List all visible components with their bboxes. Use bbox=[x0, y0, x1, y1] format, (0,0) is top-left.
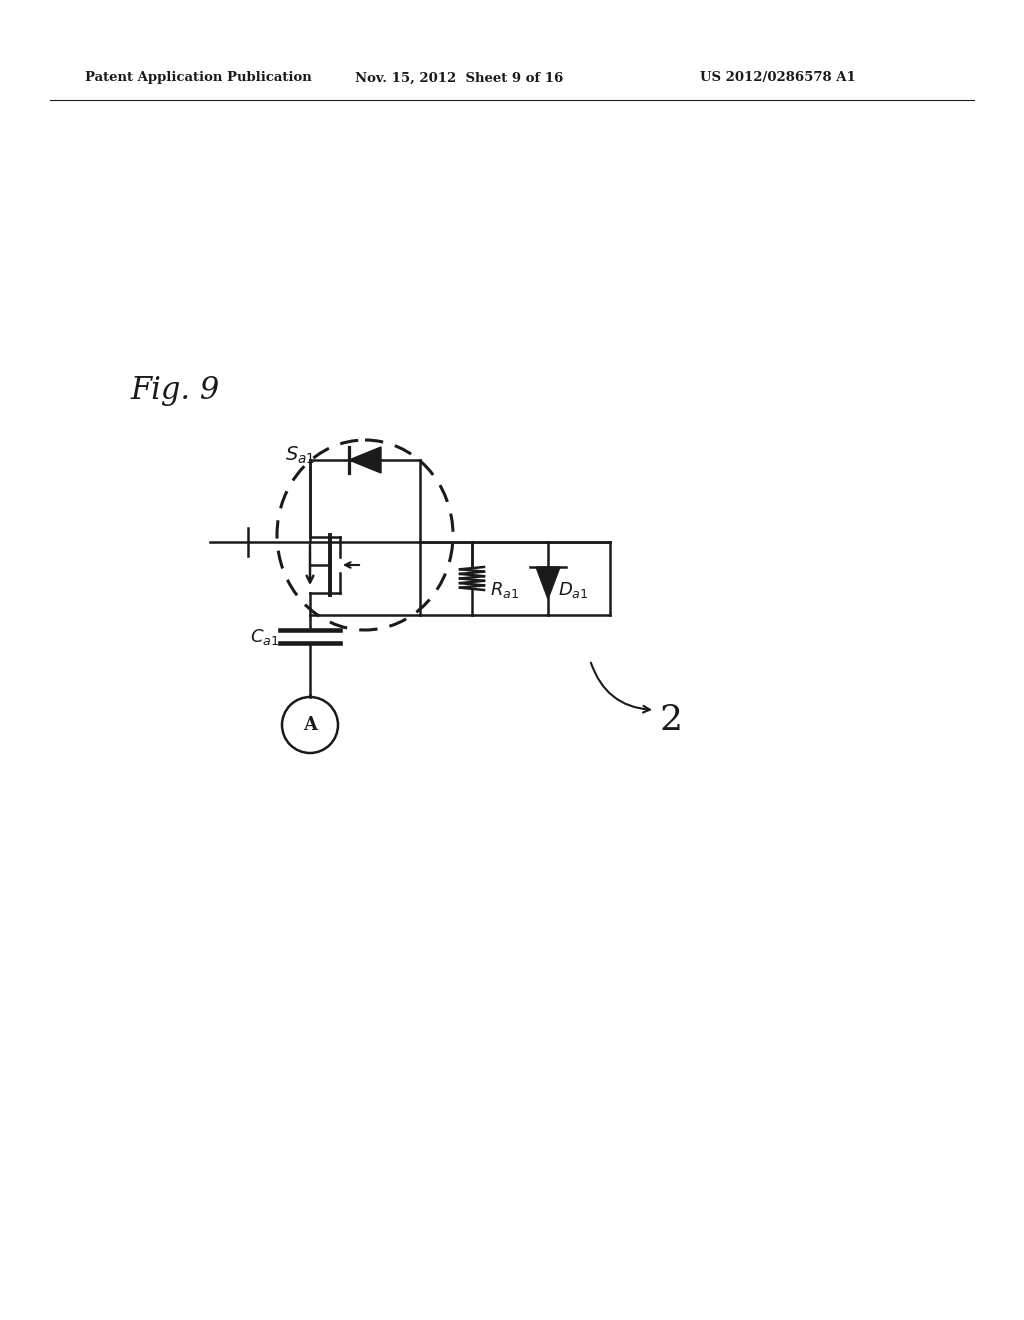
Text: 2: 2 bbox=[660, 704, 683, 737]
Text: A: A bbox=[303, 715, 317, 734]
Text: US 2012/0286578 A1: US 2012/0286578 A1 bbox=[700, 71, 856, 84]
Text: $S_{a1}$: $S_{a1}$ bbox=[285, 445, 315, 466]
Text: Fig. 9: Fig. 9 bbox=[130, 375, 219, 405]
Text: $C_{a1}$: $C_{a1}$ bbox=[250, 627, 280, 647]
Polygon shape bbox=[349, 447, 381, 473]
Text: $D_{a1}$: $D_{a1}$ bbox=[558, 579, 589, 601]
Text: Nov. 15, 2012  Sheet 9 of 16: Nov. 15, 2012 Sheet 9 of 16 bbox=[355, 71, 563, 84]
Text: Patent Application Publication: Patent Application Publication bbox=[85, 71, 311, 84]
Polygon shape bbox=[536, 568, 560, 599]
Text: $R_{a1}$: $R_{a1}$ bbox=[490, 579, 519, 601]
